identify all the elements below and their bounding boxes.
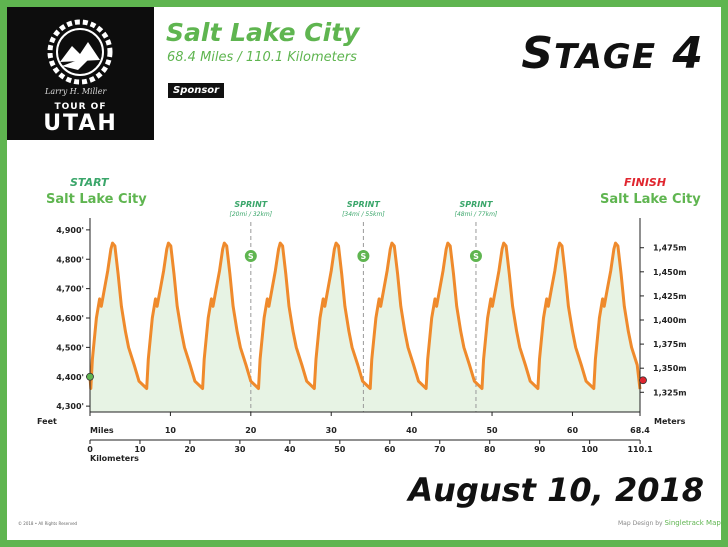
sprint-marker-letter-1: S <box>248 252 254 261</box>
sprint-marker-1 <box>244 250 257 262</box>
x-tick-label-km: 60 <box>384 445 396 454</box>
y-axis-label-feet: Feet <box>37 417 57 426</box>
sprint-distance-1: [20mi / 32km] <box>230 211 273 218</box>
sprint-marker-2 <box>357 250 370 262</box>
x-tick-label-miles: 68.4 <box>630 426 650 435</box>
start-city: Salt Lake City <box>46 192 147 207</box>
stage-title: STAGE 4 <box>521 28 704 79</box>
y-tick-label-meters: 1,450m <box>653 268 687 277</box>
x-tick-label-miles: 60 <box>567 426 579 435</box>
y-tick-label-feet: 4,600' <box>56 314 84 323</box>
x-tick-label-km: 100 <box>581 445 598 454</box>
sprint-label-1: SPRINT <box>234 200 267 209</box>
y-tick-label-feet: 4,700' <box>56 285 84 294</box>
y-tick-label-meters: 1,375m <box>653 340 687 349</box>
map-credit-brand: Singletrack Maps <box>664 519 725 527</box>
y-tick-label-feet: 4,400' <box>56 373 84 382</box>
finish-city: Salt Lake City <box>600 192 701 207</box>
y-tick-label-meters: 1,425m <box>653 292 687 301</box>
sprint-label-2: SPRINT <box>347 200 380 209</box>
x-tick-label-km: 40 <box>284 445 296 454</box>
y-tick-label-meters: 1,475m <box>653 244 687 253</box>
x-tick-label-miles: 20 <box>245 426 257 435</box>
y-tick-label-feet: 4,500' <box>56 343 84 352</box>
finish-marker <box>639 376 647 385</box>
sponsor-badge: Sponsor <box>168 83 225 98</box>
finish-label: FINISH <box>624 176 667 189</box>
x-tick-label-miles: 10 <box>165 426 177 435</box>
x-tick-label-miles: 50 <box>486 426 498 435</box>
x-tick-label-km: 30 <box>234 445 246 454</box>
y-tick-label-feet: 4,800' <box>56 255 84 264</box>
x-tick-label-km: 0 <box>87 445 93 454</box>
sprint-distance-2: [34mi / 55km] <box>342 211 385 218</box>
x-tick-label-km: 20 <box>184 445 196 454</box>
x-tick-label-km: 10 <box>134 445 146 454</box>
tour-of-utah-logo: Larry H. Miller TOUR OF UTAH <box>7 7 154 140</box>
stage-number: 4 <box>672 28 704 79</box>
start-label: START <box>70 176 109 189</box>
x-tick-label-miles: 30 <box>326 426 338 435</box>
sprint-marker-3 <box>469 250 482 262</box>
y-tick-label-feet: 4,900' <box>56 226 84 235</box>
logo-utah: UTAH <box>43 111 118 136</box>
gear-icon <box>47 19 113 85</box>
copyright-text: © 2018 • All Rights Reserved <box>18 521 78 526</box>
sprint-marker-letter-2: S <box>361 252 367 261</box>
profile-line <box>88 241 642 390</box>
x-axis-label-miles: Miles <box>90 426 114 435</box>
profile-area-fill <box>90 243 640 412</box>
sprint-distance-3: [48mi / 77km] <box>455 211 498 218</box>
x-tick-label-miles: 40 <box>406 426 418 435</box>
logo-signature: Larry H. Miller <box>45 87 107 96</box>
y-tick-label-meters: 1,325m <box>653 388 687 397</box>
y-tick-label-meters: 1,400m <box>653 316 687 325</box>
route-city-title: Salt Lake City <box>166 18 360 47</box>
stage-date: August 10, 2018 <box>408 471 704 509</box>
y-tick-label-feet: 4,300' <box>56 402 84 411</box>
sprint-marker-letter-3: S <box>473 252 479 261</box>
x-tick-label-km: 80 <box>484 445 496 454</box>
x-tick-label-km: 110.1 <box>627 445 653 454</box>
map-credit-prefix: Map Design by <box>618 520 663 527</box>
x-tick-label-km: 90 <box>534 445 546 454</box>
start-marker <box>86 372 94 381</box>
x-axis-label-km: Kilometers <box>90 454 139 463</box>
x-tick-label-km: 50 <box>334 445 346 454</box>
sprint-label-3: SPRINT <box>460 200 493 209</box>
x-tick-label-km: 70 <box>434 445 446 454</box>
stage-title-rest: TAGE <box>554 37 657 77</box>
y-tick-label-meters: 1,350m <box>653 364 687 373</box>
logo-tour-of: TOUR OF <box>54 102 107 112</box>
route-distance: 68.4 Miles / 110.1 Kilometers <box>167 50 357 65</box>
stage-title-initial: S <box>521 28 555 79</box>
map-credit: Map Design by Singletrack Maps <box>618 519 724 527</box>
y-axis-label-meters: Meters <box>654 417 686 426</box>
